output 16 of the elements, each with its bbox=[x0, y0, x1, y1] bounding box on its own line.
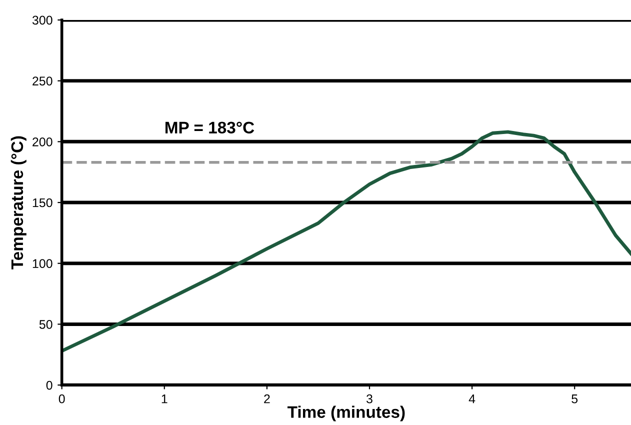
y-tick-label: 300 bbox=[32, 16, 52, 25]
x-tick-label: 0 bbox=[58, 394, 65, 404]
x-tick-label: 2 bbox=[264, 394, 270, 404]
x-axis-title: Time (minutes) bbox=[287, 406, 405, 422]
y-tick-label: 50 bbox=[39, 320, 52, 329]
x-tick-label: 4 bbox=[468, 394, 476, 404]
ref-line-label: MP = 183°C bbox=[166, 122, 254, 134]
y-tick-label: 100 bbox=[32, 259, 52, 268]
x-tick-label: 3 bbox=[366, 394, 372, 404]
y-tick-label: 200 bbox=[32, 137, 52, 146]
y-tick-label: 0 bbox=[46, 380, 52, 390]
y-tick-label: 150 bbox=[32, 198, 52, 208]
x-tick-label: 5 bbox=[572, 394, 578, 404]
x-tick-label: 1 bbox=[162, 394, 168, 404]
y-tick-label: 250 bbox=[32, 76, 52, 86]
y-axis-title: Temperature (°C) bbox=[10, 136, 26, 270]
